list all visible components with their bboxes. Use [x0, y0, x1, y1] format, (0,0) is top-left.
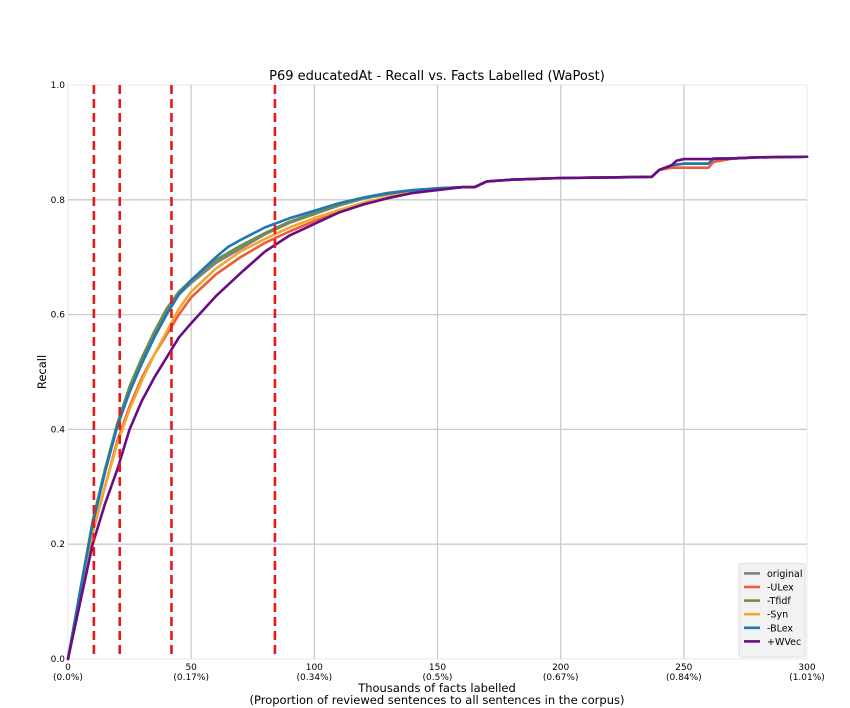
legend-label: +WVec — [767, 637, 801, 648]
y-tick-label: 0.0 — [51, 655, 66, 665]
x-tick-label: 100 — [306, 663, 323, 673]
y-tick-label: 0.4 — [51, 425, 66, 435]
y-tick-label: 0.2 — [51, 540, 65, 550]
x-tick-sublabel: (0.34%) — [297, 673, 333, 683]
x-tick-sublabel: (0.17%) — [173, 673, 209, 683]
x-axis-sublabel: (Proportion of reviewed sentences to all… — [250, 693, 625, 707]
x-tick-label: 150 — [429, 663, 446, 673]
x-tick-sublabel: (1.01%) — [789, 673, 825, 683]
x-axis-label: Thousands of facts labelled — [357, 681, 516, 695]
legend-label: -Tfidf — [767, 596, 791, 607]
y-tick-label: 1.0 — [51, 81, 66, 91]
y-tick-label: 0.6 — [51, 311, 66, 321]
chart-title: P69 educatedAt - Recall vs. Facts Labell… — [269, 69, 605, 84]
x-tick-label: 300 — [798, 663, 815, 673]
y-axis-label: Recall — [35, 355, 49, 389]
x-tick-label: 0 — [65, 663, 71, 673]
legend: original -ULex -Tfidf -Syn -BLex +WVec — [738, 562, 806, 658]
legend-label: -Syn — [767, 610, 788, 621]
legend-label: -BLex — [767, 623, 793, 634]
series-line-wvec — [66, 155, 809, 661]
legend-label: original — [767, 569, 803, 580]
legend-label: -ULex — [767, 583, 794, 594]
x-tick-sublabel: (0.0%) — [53, 673, 83, 683]
y-tick-label: 0.8 — [51, 196, 66, 206]
x-tick-label: 200 — [552, 663, 569, 673]
x-tick-label: 250 — [675, 663, 692, 673]
x-tick-sublabel: (0.67%) — [543, 673, 579, 683]
x-tick-sublabel: (0.5%) — [423, 673, 453, 683]
x-tick-sublabel: (0.84%) — [666, 673, 702, 683]
x-tick-label: 50 — [185, 663, 197, 673]
plot-area: 0(0.0%)50(0.17%)100(0.34%)150(0.5%)200(0… — [51, 81, 825, 683]
